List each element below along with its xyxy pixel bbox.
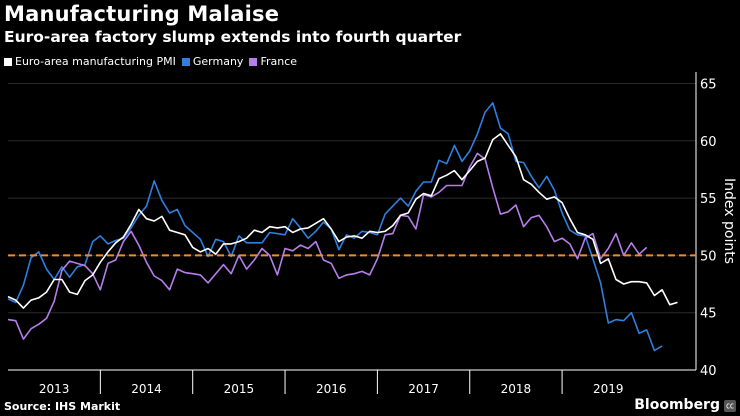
- line-chart: 40 45 50 55 60 65 2013 2014 2015 2016 2017 2018 2019…: [0, 0, 740, 416]
- y-tick-label: 45: [700, 307, 717, 322]
- y-tick-label: 60: [700, 135, 717, 150]
- x-tick-label: 2014: [131, 382, 162, 396]
- y-tick-label: 65: [700, 77, 717, 92]
- x-tick-label: 2019: [593, 382, 624, 396]
- x-tick-label: 2018: [501, 382, 532, 396]
- y-axis-label: Index points: [721, 178, 737, 264]
- source-note: Source: IHS Markit: [4, 400, 120, 413]
- x-tick-label: 2016: [316, 382, 347, 396]
- y-tick-label: 40: [700, 364, 717, 379]
- x-tick-label: 2017: [408, 382, 439, 396]
- series-line-euro-area-manufacturing-pmi: [8, 134, 678, 308]
- series-line-germany: [8, 103, 662, 351]
- y-tick-label: 55: [700, 192, 717, 207]
- bloomberg-logo: Bloomberg: [634, 397, 720, 413]
- y-tick-label: 50: [700, 249, 717, 264]
- badge-icon: ㏄: [724, 400, 736, 412]
- x-tick-label: 2013: [39, 382, 70, 396]
- series-line-france: [8, 153, 647, 339]
- x-tick-label: 2015: [224, 382, 255, 396]
